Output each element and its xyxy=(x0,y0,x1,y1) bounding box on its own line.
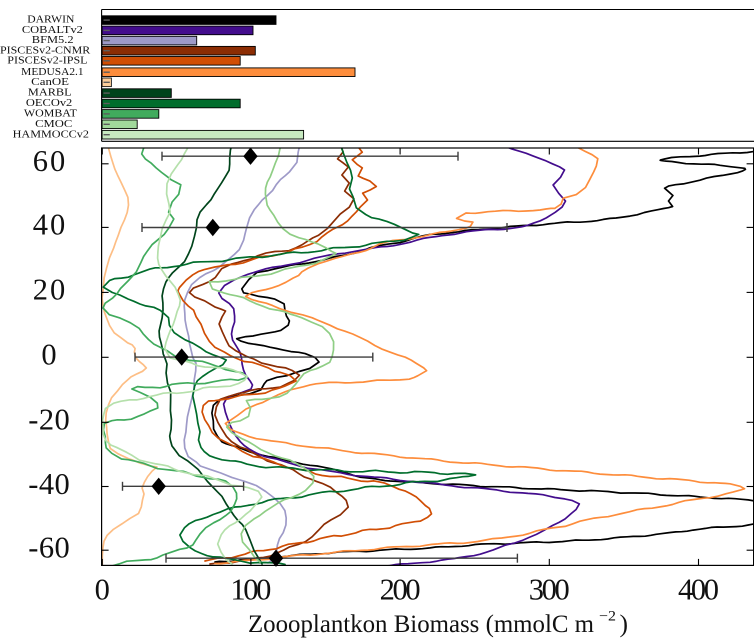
svg-text:DARWIN: DARWIN xyxy=(27,15,75,26)
svg-text:0: 0 xyxy=(95,573,110,607)
svg-text:Zoooplantkon Biomass (mmolC m: Zoooplantkon Biomass (mmolC m xyxy=(248,609,594,638)
svg-text:HAMMOCCv2: HAMMOCCv2 xyxy=(13,129,89,140)
svg-text:OECOv2: OECOv2 xyxy=(26,98,72,109)
svg-text:-20: -20 xyxy=(28,403,70,437)
svg-text:MEDUSA2.1: MEDUSA2.1 xyxy=(21,67,83,78)
svg-text:WOMBAT: WOMBAT xyxy=(24,109,78,120)
svg-text:-40: -40 xyxy=(28,467,70,501)
svg-text:CanOE: CanOE xyxy=(31,77,69,88)
svg-text:BFM5.2: BFM5.2 xyxy=(32,35,74,46)
svg-text:400: 400 xyxy=(678,573,719,607)
svg-text:-60: -60 xyxy=(28,531,70,565)
svg-text:−2: −2 xyxy=(599,609,616,625)
svg-text:100: 100 xyxy=(230,573,271,607)
svg-text:MARBL: MARBL xyxy=(28,88,72,99)
svg-text:0: 0 xyxy=(41,338,56,372)
svg-text:300: 300 xyxy=(529,573,570,607)
svg-text:PISCESv2-IPSL: PISCESv2-IPSL xyxy=(7,55,87,66)
svg-text:): ) xyxy=(620,609,629,638)
svg-text:COBALTv2: COBALTv2 xyxy=(22,25,83,36)
svg-text:CMOC: CMOC xyxy=(35,119,72,130)
svg-text:PISCESv2-CNMR: PISCESv2-CNMR xyxy=(0,45,90,56)
svg-text:200: 200 xyxy=(380,573,421,607)
